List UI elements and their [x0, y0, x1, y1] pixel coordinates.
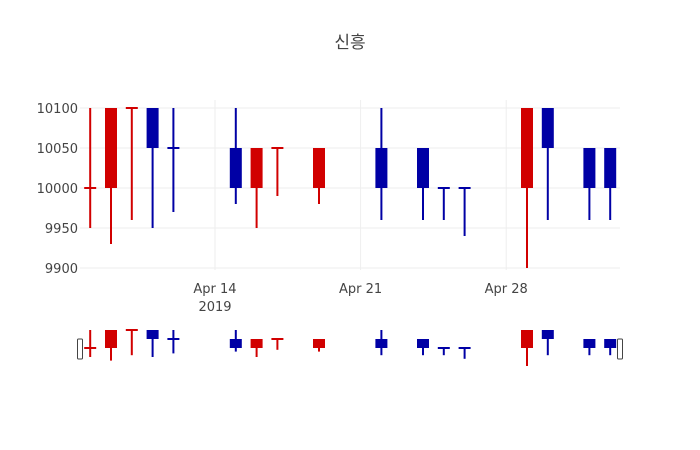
chart-title: 신흥: [334, 33, 365, 53]
x-tick-year-label: 2019: [198, 300, 231, 315]
slider-candle[interactable]: [458, 347, 471, 359]
slider-candle[interactable]: [250, 339, 263, 357]
y-tick-label: 10000: [37, 182, 78, 197]
candle-body: [313, 148, 325, 188]
candle[interactable]: [541, 108, 554, 220]
candle[interactable]: [271, 147, 284, 196]
slider-candle[interactable]: [437, 347, 450, 356]
candle-body: [84, 187, 97, 189]
candle-body: [105, 108, 117, 188]
x-tick-label: Apr 21: [339, 282, 382, 297]
range-slider[interactable]: [77, 329, 623, 366]
candle-body: [146, 108, 159, 148]
candle-body: [604, 148, 617, 188]
candle-body: [521, 330, 533, 348]
candle-body: [125, 107, 138, 109]
candle-body: [146, 330, 159, 339]
slider-candle[interactable]: [313, 339, 325, 352]
y-tick-label: 10100: [37, 102, 78, 117]
slider-candle[interactable]: [146, 330, 159, 357]
candle[interactable]: [437, 187, 450, 220]
x-axis: Apr 14 2019 Apr 21 Apr 28: [193, 282, 527, 315]
candle-body: [105, 330, 117, 348]
slider-candle[interactable]: [125, 329, 138, 356]
range-slider-left-handle[interactable]: [77, 338, 83, 360]
slider-candle[interactable]: [417, 339, 429, 356]
candle-body: [313, 339, 325, 348]
candle-body: [417, 339, 429, 348]
candle-body: [375, 339, 388, 348]
candle[interactable]: [146, 108, 159, 228]
y-tick-label: 10050: [37, 142, 78, 157]
y-tick-label: 9900: [45, 262, 78, 277]
main-plot-candles[interactable]: [84, 107, 617, 268]
candle[interactable]: [125, 107, 138, 220]
candle-body: [541, 108, 554, 148]
candle-body: [458, 187, 471, 189]
candle-body: [271, 338, 284, 340]
y-tick-label: 9950: [45, 222, 78, 237]
grid-lines: [80, 100, 620, 270]
x-tick-label: Apr 28: [485, 282, 528, 297]
candle[interactable]: [375, 108, 388, 220]
candle[interactable]: [458, 187, 471, 236]
candle-body: [271, 147, 284, 149]
candle[interactable]: [250, 148, 263, 228]
candle[interactable]: [521, 108, 533, 268]
slider-candle[interactable]: [583, 339, 596, 356]
candle-body: [417, 148, 429, 188]
candle-body: [541, 330, 554, 339]
candle-body: [167, 338, 180, 340]
slider-candle[interactable]: [105, 330, 117, 361]
candle[interactable]: [604, 148, 617, 220]
slider-candle[interactable]: [375, 330, 388, 356]
y-axis: 9900 9950 10000 10050 10100: [37, 102, 78, 277]
candle-body: [604, 339, 617, 348]
candle[interactable]: [313, 148, 325, 204]
candle-body: [229, 148, 242, 188]
x-tick-label: Apr 14: [193, 282, 236, 297]
candle[interactable]: [229, 108, 242, 204]
candle[interactable]: [84, 108, 97, 228]
candle-body: [229, 339, 242, 348]
slider-candle[interactable]: [271, 338, 284, 350]
candle-body: [250, 339, 263, 348]
candle-body: [458, 347, 471, 349]
slider-candle[interactable]: [229, 330, 242, 352]
candle-body: [125, 329, 138, 331]
candle-body: [583, 148, 596, 188]
candle[interactable]: [417, 148, 429, 220]
candle-body: [583, 339, 596, 348]
candle-body: [437, 347, 450, 349]
candle[interactable]: [167, 108, 180, 212]
range-slider-right-handle[interactable]: [617, 338, 623, 360]
candle-body: [521, 108, 533, 188]
slider-candle[interactable]: [167, 330, 180, 354]
candle-body: [437, 187, 450, 189]
candle-body: [84, 347, 97, 349]
slider-candle[interactable]: [541, 330, 554, 356]
candle-body: [375, 148, 388, 188]
slider-candle[interactable]: [521, 330, 533, 366]
candle[interactable]: [105, 108, 117, 244]
candle-body: [167, 147, 180, 149]
slider-candle[interactable]: [604, 339, 617, 356]
candle[interactable]: [583, 148, 596, 220]
slider-candle[interactable]: [84, 330, 97, 357]
candle-body: [250, 148, 263, 188]
